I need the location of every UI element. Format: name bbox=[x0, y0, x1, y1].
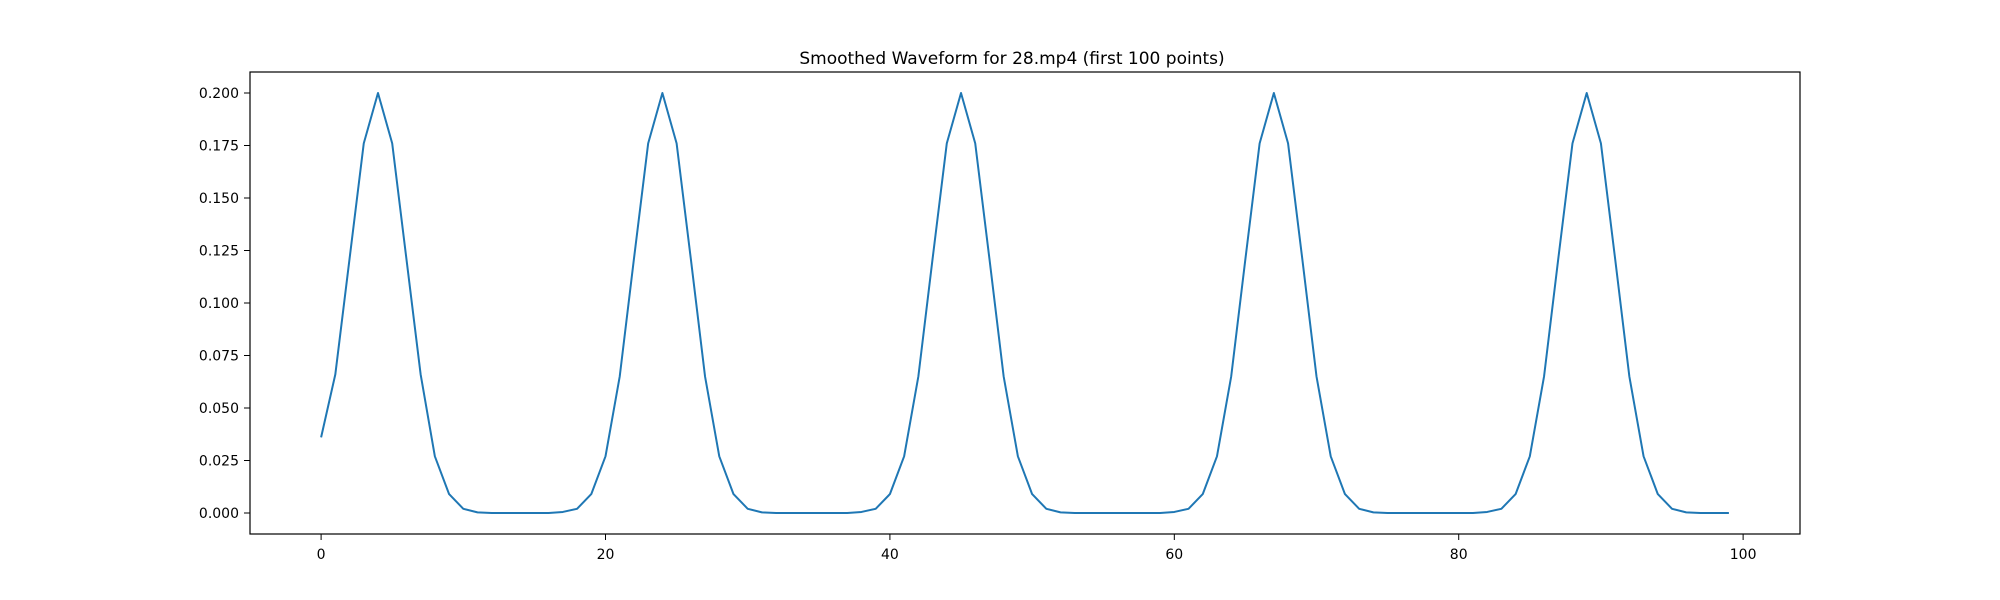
y-tick-label: 0.200 bbox=[199, 86, 239, 102]
y-tick-label: 0.175 bbox=[199, 139, 239, 155]
x-tick-label: 100 bbox=[1730, 547, 1757, 563]
x-tick-label: 80 bbox=[1450, 547, 1468, 563]
chart-title: Smoothed Waveform for 28.mp4 (first 100 … bbox=[799, 49, 1224, 69]
x-tick-label: 40 bbox=[881, 547, 899, 563]
y-tick-label: 0.150 bbox=[199, 191, 239, 207]
x-tick-label: 20 bbox=[597, 547, 615, 563]
y-tick-label: 0.075 bbox=[199, 349, 239, 365]
x-tick-label: 60 bbox=[1165, 547, 1183, 563]
y-tick-label: 0.125 bbox=[199, 244, 239, 260]
series-line bbox=[320, 92, 1729, 514]
x-axis: 0 20 40 60 80 100 bbox=[317, 534, 1757, 563]
y-tick-label: 0.100 bbox=[199, 296, 239, 312]
y-tick-label: 0.050 bbox=[199, 401, 239, 417]
y-tick-label: 0.025 bbox=[199, 454, 239, 470]
y-axis: 0.000 0.025 0.050 0.075 0.100 0.125 0.150 0.175… bbox=[199, 86, 250, 522]
plot-area bbox=[320, 92, 1729, 514]
x-tick-label: 0 bbox=[317, 547, 326, 563]
plot-frame bbox=[249, 71, 1801, 535]
y-tick-label: 0.000 bbox=[199, 506, 239, 522]
